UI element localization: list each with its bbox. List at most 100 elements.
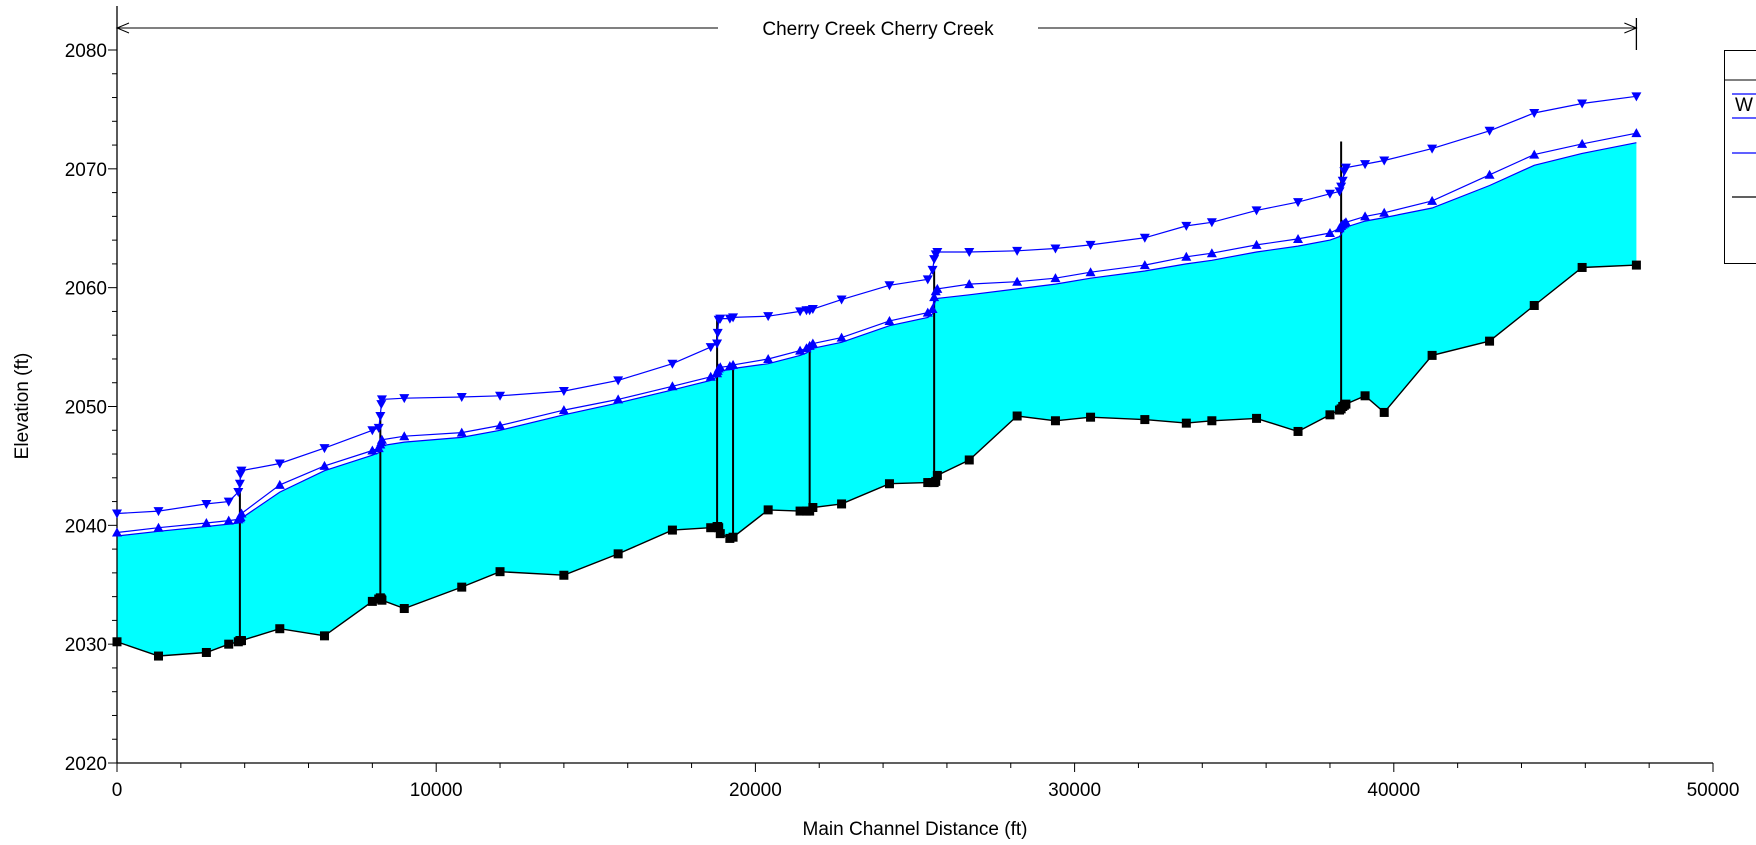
- ground-point: [1012, 411, 1022, 421]
- middle-profile-point: [1340, 217, 1351, 227]
- upper-profile-point: [763, 312, 774, 322]
- upper-profile-point: [1336, 182, 1347, 192]
- ground-point: [236, 636, 246, 646]
- y-axis-label: Elevation (ft): [12, 353, 33, 460]
- middle-profile-point: [1631, 128, 1642, 138]
- upper-profile-point: [1577, 99, 1588, 109]
- y-tick-label: 2080: [65, 41, 107, 62]
- ground-point: [275, 624, 285, 634]
- y-tick-label: 2070: [65, 160, 107, 181]
- upper-profile-point: [836, 295, 847, 305]
- upper-profile-point: [667, 359, 678, 369]
- ground-point: [714, 523, 724, 533]
- upper-profile-point: [964, 248, 975, 258]
- x-tick-label: 10000: [410, 780, 463, 801]
- upper-profile-point: [1337, 176, 1348, 186]
- middle-profile-point: [1379, 207, 1390, 217]
- reach-label: Cherry Creek Cherry Creek: [762, 19, 994, 40]
- ground-point: [1631, 260, 1641, 270]
- upper-profile-point: [376, 400, 387, 410]
- ground-point: [1360, 391, 1370, 401]
- upper-profile-point: [927, 265, 938, 275]
- middle-profile-point: [367, 445, 378, 455]
- upper-profile-point: [1324, 189, 1335, 199]
- ground-point: [923, 478, 933, 488]
- ground-point: [1485, 336, 1495, 346]
- middle-profile-point: [1360, 211, 1371, 221]
- upper-profile-point: [932, 248, 943, 258]
- y-tick-label: 2040: [65, 516, 107, 537]
- upper-profile-point: [558, 387, 569, 397]
- upper-profile-point: [153, 507, 164, 517]
- middle-profile-point: [1050, 273, 1061, 283]
- middle-profile-point: [495, 420, 506, 430]
- upper-profile-point: [884, 281, 895, 291]
- middle-profile-point: [223, 515, 234, 525]
- legend-label: W: [1735, 95, 1753, 116]
- middle-profile-point: [153, 522, 164, 532]
- middle-profile-point: [1427, 195, 1438, 205]
- x-axis-label: Main Channel Distance (ft): [803, 819, 1028, 840]
- ground-point: [495, 567, 505, 577]
- y-tick-label: 2050: [65, 398, 107, 419]
- middle-profile-point: [112, 527, 122, 537]
- upper-profile-point: [705, 343, 716, 353]
- ground-point: [1252, 413, 1262, 423]
- middle-profile-point: [319, 460, 330, 470]
- ground-point: [224, 639, 234, 649]
- y-tick-label: 2020: [65, 754, 107, 775]
- upper-profile-point: [1181, 221, 1192, 231]
- upper-profile-point: [1631, 92, 1642, 102]
- ground-point: [795, 506, 805, 516]
- ground-point: [559, 570, 569, 580]
- upper-profile-point: [728, 313, 739, 323]
- upper-profile-point: [456, 392, 467, 402]
- series-markers: [112, 92, 1642, 661]
- ground-point: [1427, 350, 1437, 360]
- ground-point: [1181, 418, 1191, 428]
- ground-point: [613, 549, 623, 559]
- axes: [116, 6, 1713, 764]
- ground-point: [377, 595, 387, 605]
- middle-profile-point: [399, 431, 410, 441]
- upper-profile-point: [1360, 160, 1371, 170]
- upper-profile-point: [715, 314, 726, 324]
- middle-profile-point: [1577, 138, 1588, 148]
- ground-point: [728, 532, 738, 542]
- upper-profile-point: [236, 466, 247, 476]
- upper-profile-point: [112, 509, 122, 519]
- middle-profile-point: [884, 315, 895, 325]
- middle-profile-point: [274, 479, 285, 489]
- x-tick-label: 40000: [1367, 780, 1420, 801]
- ground-point: [1529, 300, 1539, 310]
- y-tick-label: 2030: [65, 635, 107, 656]
- upper-profile-point: [319, 444, 330, 454]
- ground-point: [706, 523, 716, 533]
- middle-profile-point: [1181, 251, 1192, 261]
- ground-point: [1341, 399, 1351, 409]
- middle-profile-point: [927, 304, 938, 314]
- x-tick-label: 20000: [729, 780, 782, 801]
- upper-profile-point: [373, 423, 384, 433]
- water-fill-area: [117, 142, 1637, 656]
- ground-point: [931, 476, 941, 486]
- upper-profile-point: [795, 307, 806, 317]
- upper-profile-point: [1050, 244, 1061, 254]
- water-fill-polygon: [117, 142, 1637, 656]
- middle-profile-point: [922, 307, 933, 317]
- middle-profile-point: [1324, 228, 1335, 238]
- ground-point: [763, 505, 773, 515]
- ground-point: [932, 470, 942, 480]
- middle-profile-point: [715, 362, 726, 372]
- middle-profile-point: [763, 353, 774, 363]
- upper-profile-point: [1484, 126, 1495, 136]
- y-tick-label: 2060: [65, 279, 107, 300]
- middle-profile-point: [964, 279, 975, 289]
- upper-profile-point: [1206, 218, 1217, 228]
- middle-profile-point: [376, 434, 387, 444]
- ground-point: [1140, 415, 1150, 425]
- upper-profile-point: [1139, 233, 1150, 243]
- upper-profile-point: [1427, 144, 1438, 154]
- middle-profile-point: [705, 371, 716, 381]
- ground-point: [837, 499, 847, 509]
